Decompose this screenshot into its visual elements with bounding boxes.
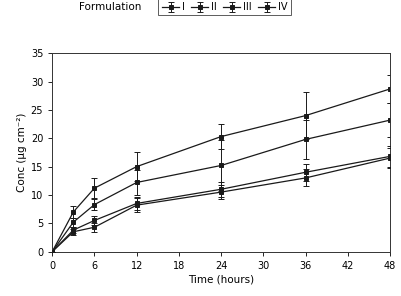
Text: Formulation: Formulation <box>79 2 141 12</box>
Legend: I, II, III, IV: I, II, III, IV <box>158 0 290 15</box>
Y-axis label: Conc (μg cm⁻²): Conc (μg cm⁻²) <box>16 113 26 192</box>
X-axis label: Time (hours): Time (hours) <box>188 275 253 285</box>
